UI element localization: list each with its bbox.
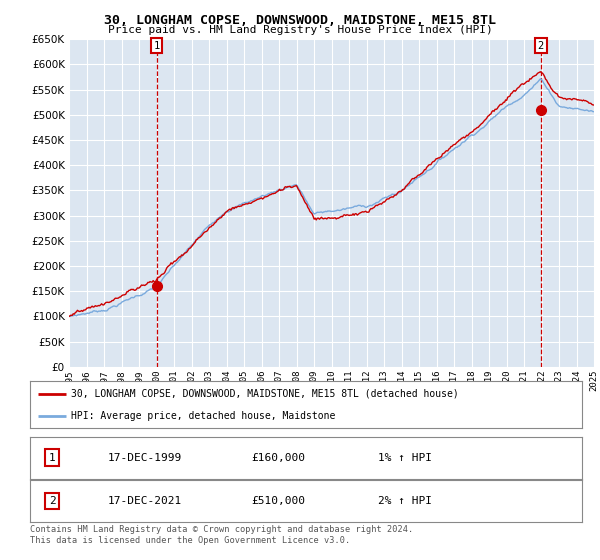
Text: 1% ↑ HPI: 1% ↑ HPI: [378, 453, 432, 463]
Text: 2% ↑ HPI: 2% ↑ HPI: [378, 496, 432, 506]
Text: 30, LONGHAM COPSE, DOWNSWOOD, MAIDSTONE, ME15 8TL: 30, LONGHAM COPSE, DOWNSWOOD, MAIDSTONE,…: [104, 14, 496, 27]
Text: £510,000: £510,000: [251, 496, 305, 506]
Text: 1: 1: [49, 453, 55, 463]
Text: 30, LONGHAM COPSE, DOWNSWOOD, MAIDSTONE, ME15 8TL (detached house): 30, LONGHAM COPSE, DOWNSWOOD, MAIDSTONE,…: [71, 389, 459, 399]
Text: Contains HM Land Registry data © Crown copyright and database right 2024.
This d: Contains HM Land Registry data © Crown c…: [30, 525, 413, 545]
Text: £160,000: £160,000: [251, 453, 305, 463]
Text: 2: 2: [49, 496, 55, 506]
Text: 17-DEC-1999: 17-DEC-1999: [107, 453, 182, 463]
Text: 2: 2: [538, 41, 544, 51]
Text: HPI: Average price, detached house, Maidstone: HPI: Average price, detached house, Maid…: [71, 410, 336, 421]
Text: 17-DEC-2021: 17-DEC-2021: [107, 496, 182, 506]
Text: 1: 1: [154, 41, 160, 51]
Text: Price paid vs. HM Land Registry's House Price Index (HPI): Price paid vs. HM Land Registry's House …: [107, 25, 493, 35]
